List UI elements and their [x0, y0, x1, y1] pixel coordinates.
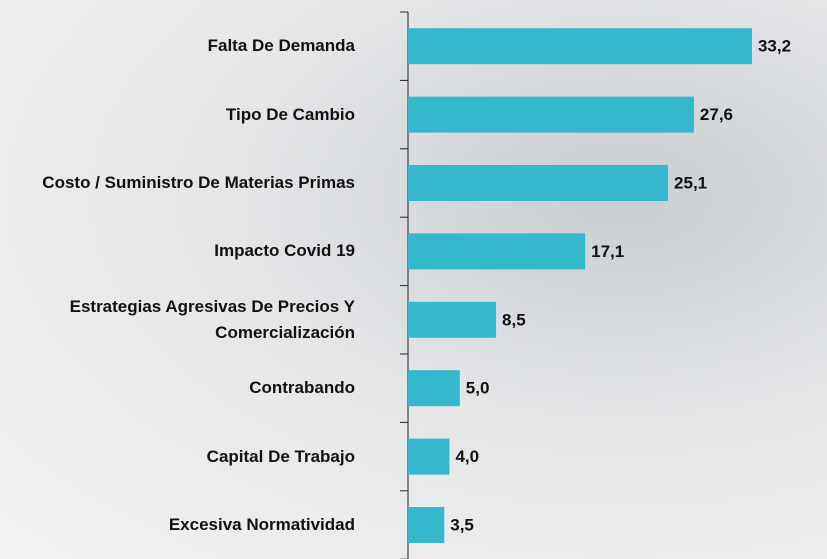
bar	[408, 165, 668, 201]
value-label: 3,5	[450, 515, 474, 534]
bar	[408, 370, 460, 406]
bar	[408, 28, 752, 64]
bar	[408, 507, 444, 543]
category-label: Excesiva Normatividad	[40, 512, 355, 538]
category-label: Tipo De Cambio	[40, 102, 355, 128]
category-label: Impacto Covid 19	[40, 238, 355, 264]
chart: 33,2 27,6 25,1 17,1 8,5 5,0 4,0 3,5 Falta De De…	[0, 0, 827, 559]
category-label: Falta De Demanda	[40, 33, 355, 59]
bar	[408, 233, 585, 269]
value-label: 4,0	[455, 447, 479, 466]
bar	[408, 97, 694, 133]
value-label: 25,1	[674, 173, 707, 192]
bar	[408, 439, 449, 475]
bar	[408, 302, 496, 338]
category-label: Estrategias Agresivas De Precios Y Comer…	[40, 294, 355, 346]
value-label: 8,5	[502, 310, 526, 329]
category-label: Contrabando	[40, 375, 355, 401]
plot: 33,2 27,6 25,1 17,1 8,5 5,0 4,0 3,5	[0, 0, 827, 559]
category-label: Capital De Trabajo	[40, 444, 355, 470]
value-label: 5,0	[466, 379, 490, 398]
value-label: 33,2	[758, 37, 791, 56]
value-label: 27,6	[700, 105, 733, 124]
value-label: 17,1	[591, 242, 624, 261]
category-label: Costo / Suministro De Materias Primas	[40, 170, 355, 196]
